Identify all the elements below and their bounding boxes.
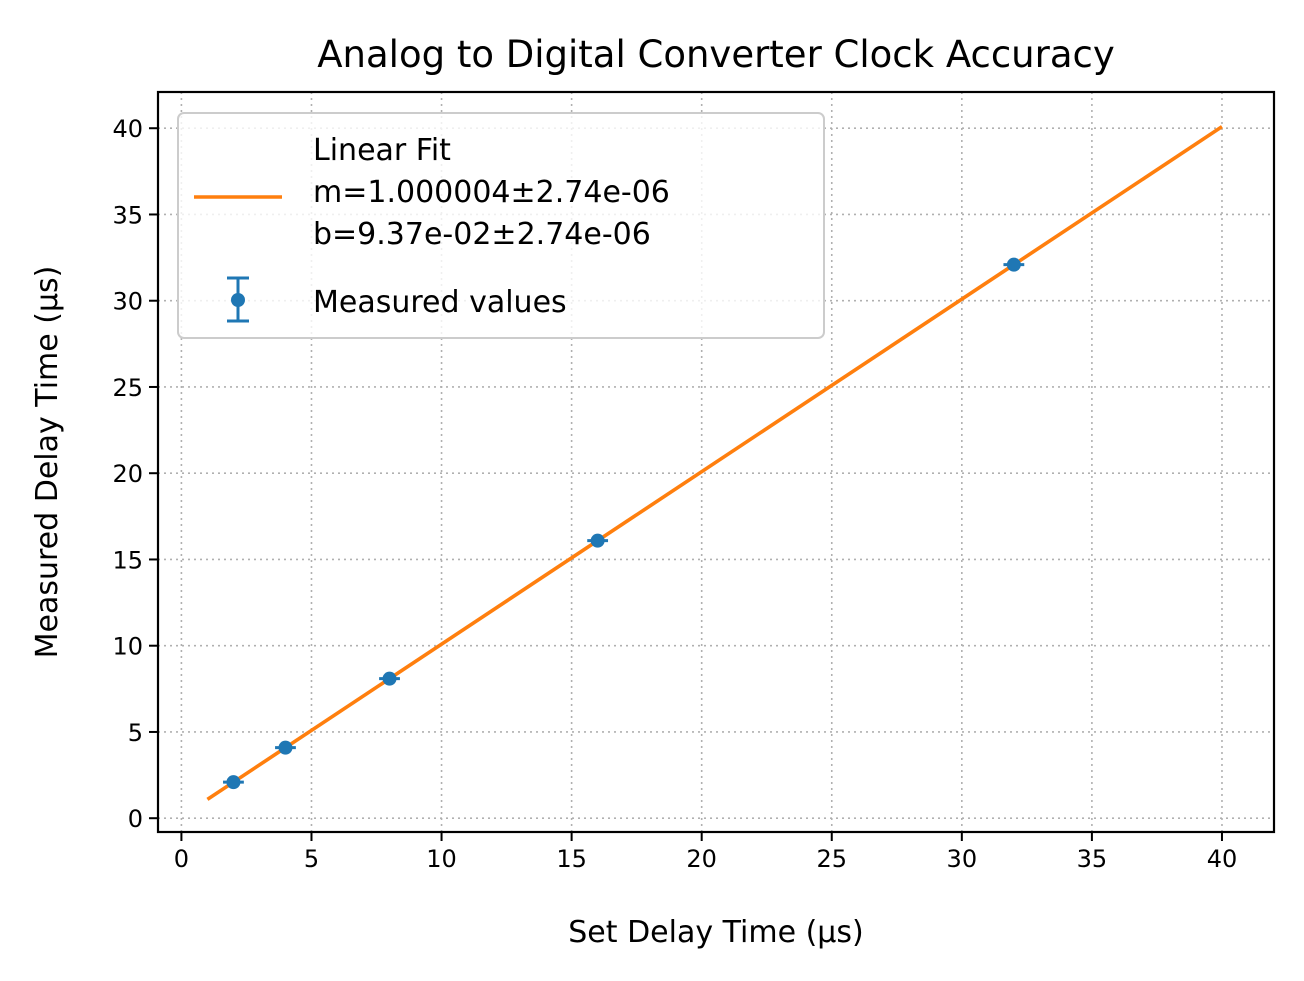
x-tick-label: 10: [426, 845, 457, 873]
y-axis-label: Measured Delay Time (µs): [30, 266, 65, 659]
legend: Linear Fit m=1.000004±2.74e-06 b=9.37e-02±…: [177, 112, 825, 339]
x-axis-label: Set Delay Time (µs): [568, 915, 863, 950]
y-tick-label: 10: [112, 633, 143, 661]
y-tick-label: 35: [112, 201, 143, 229]
legend-box: [177, 112, 825, 339]
y-tick-label: 5: [128, 719, 143, 747]
axis-ticks: 0 5 10 15 20 25 30 35 40 0 5 10 15 20 25 30 35 40: [112, 115, 1237, 873]
x-tick-label: 20: [686, 845, 717, 873]
x-tick-label: 40: [1207, 845, 1238, 873]
y-tick-label: 15: [112, 546, 143, 574]
legend-fit-label: b=9.37e-02±2.74e-06: [313, 217, 651, 252]
x-tick-label: 25: [816, 845, 847, 873]
y-tick-label: 40: [112, 115, 143, 143]
fit-line: [206, 125, 1223, 801]
y-tick-label: 20: [112, 460, 143, 488]
y-tick-label: 30: [112, 288, 143, 316]
data-point: [1006, 257, 1021, 272]
x-tick-label: 30: [947, 845, 978, 873]
x-tick-label: 5: [304, 845, 319, 873]
y-tick-label: 25: [112, 374, 143, 402]
x-tick-label: 0: [174, 845, 189, 873]
chart-title: Analog to Digital Converter Clock Accura…: [317, 33, 1115, 76]
plot-frame: [156, 90, 1276, 834]
data-point: [278, 740, 293, 755]
legend-fit-label: m=1.000004±2.74e-06: [313, 175, 670, 210]
y-tick-label: 0: [128, 805, 143, 833]
data-point: [382, 671, 397, 686]
legend-marker: [231, 293, 245, 307]
legend-fit-label: Linear Fit: [313, 133, 451, 168]
x-tick-label: 35: [1077, 845, 1108, 873]
legend-measured-label: Measured values: [313, 285, 567, 320]
data-point: [226, 775, 241, 790]
x-tick-label: 15: [556, 845, 587, 873]
data-point: [590, 533, 605, 548]
series-layer: [206, 125, 1223, 801]
